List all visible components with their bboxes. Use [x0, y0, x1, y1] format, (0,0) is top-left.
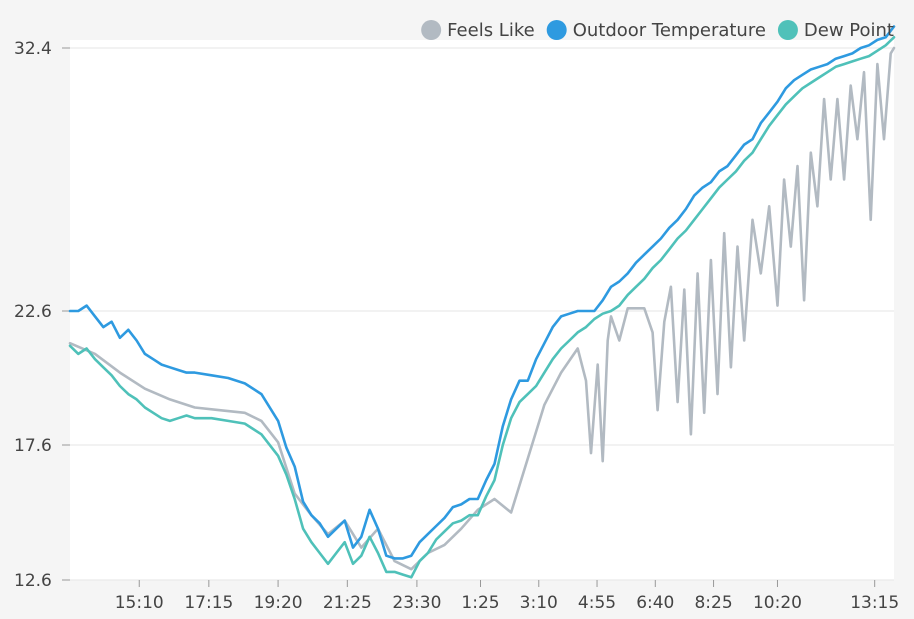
plot-area	[70, 40, 894, 580]
grid-lines	[70, 47, 894, 581]
legend-item-feels-like[interactable]: Feels Like	[421, 20, 535, 41]
y-tick-label-3: 12.6	[14, 571, 52, 591]
x-tick-label-3: 21:25	[323, 593, 372, 613]
legend-swatch-1	[546, 20, 567, 40]
legend-label-0: Feels Like	[447, 20, 535, 41]
y-axis: 32.4 22.6 17.6 12.6	[14, 39, 70, 591]
y-tick-label-0: 32.4	[14, 39, 52, 59]
x-tick-label-0: 15:10	[115, 593, 164, 613]
x-tick-label-6: 3:10	[520, 593, 558, 613]
series-line-dew-point	[68, 36, 896, 579]
x-tick-label-9: 8:25	[694, 593, 732, 613]
legend-label-2: Dew Point	[804, 20, 894, 41]
x-tick-label-10: 10:20	[753, 593, 802, 613]
series-line-feels-like	[68, 46, 896, 571]
series-lines	[68, 25, 896, 579]
x-axis: 15:10 17:15 19:20 21:25 23:30 1:25 3:10 4:55 6:4…	[115, 580, 899, 613]
y-tick-label-1: 22.6	[14, 302, 52, 322]
x-tick-label-7: 4:55	[578, 593, 616, 613]
x-tick-label-2: 19:20	[254, 593, 303, 613]
legend-item-outdoor-temperature[interactable]: Outdoor Temperature	[546, 20, 766, 41]
x-tick-label-5: 1:25	[461, 593, 499, 613]
legend[interactable]: Feels Like Outdoor Temperature Dew Point	[421, 20, 894, 41]
x-tick-label-4: 23:30	[392, 593, 441, 613]
y-tick-label-2: 17.6	[14, 436, 52, 456]
x-tick-label-11: 13:15	[850, 593, 899, 613]
x-tick-label-8: 6:40	[636, 593, 674, 613]
legend-swatch-2	[777, 20, 798, 40]
legend-label-1: Outdoor Temperature	[573, 20, 766, 41]
legend-item-dew-point[interactable]: Dew Point	[777, 20, 894, 41]
legend-swatch-0	[421, 20, 442, 40]
x-tick-label-1: 17:15	[184, 593, 233, 613]
series-line-outdoor-temperature	[68, 25, 896, 560]
